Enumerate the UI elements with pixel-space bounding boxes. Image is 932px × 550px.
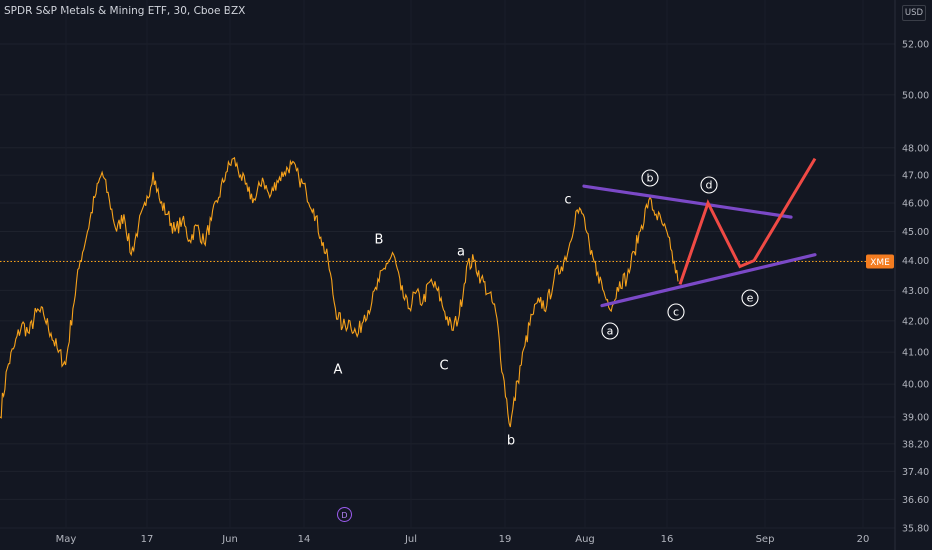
circled-label-text: e — [747, 292, 754, 305]
y-tick-label: 46.00 — [902, 198, 929, 209]
y-tick-label: 43.00 — [902, 286, 929, 297]
y-tick-label: 42.00 — [902, 316, 929, 327]
label-circle — [741, 289, 759, 307]
y-tick-label: 50.00 — [902, 90, 929, 101]
circled-label-text: d — [706, 179, 713, 192]
chart-title: SPDR S&P Metals & Mining ETF, 30, Cboe B… — [4, 5, 246, 17]
wave-label: a — [457, 245, 465, 260]
circled-wave-label: a — [601, 322, 619, 340]
label-circle — [667, 303, 685, 321]
wave-label: c — [564, 193, 571, 208]
price-axis[interactable]: 52.00 50.00 48.00 47.00 46.00 45.00 44.00 43.00… — [902, 40, 929, 535]
circled-wave-label: d — [700, 176, 718, 194]
y-tick-label: 37.40 — [902, 467, 929, 478]
x-tick-label: 19 — [499, 534, 512, 545]
y-tick-label: 35.80 — [902, 524, 929, 535]
y-tick-label: 47.00 — [902, 171, 929, 182]
circled-label-text: a — [607, 325, 614, 338]
label-circle — [641, 169, 659, 187]
x-tick-label: Jun — [221, 534, 238, 545]
trendline-upper — [582, 184, 793, 219]
triangle-trendlines — [582, 184, 817, 308]
circled-wave-label: c — [667, 303, 685, 321]
y-tick-label: 39.00 — [902, 413, 929, 424]
label-circle — [601, 322, 619, 340]
y-tick-label: 36.60 — [902, 495, 929, 506]
x-tick-label: Jul — [404, 534, 417, 545]
x-tick-label: 20 — [857, 534, 870, 545]
trendline-lower — [600, 253, 817, 308]
y-tick-label: 41.00 — [902, 348, 929, 359]
x-tick-label: Sep — [756, 534, 775, 545]
circled-label-text: c — [673, 306, 679, 319]
circled-wave-label: b — [641, 169, 659, 187]
dividend-event-marker[interactable]: D — [337, 507, 352, 522]
x-tick-label: 17 — [141, 534, 154, 545]
y-tick-label: 38.20 — [902, 439, 929, 450]
time-axis[interactable]: May 17 Jun 14 Jul 19 Aug 16 Sep 20 — [56, 534, 870, 545]
wave-label: b — [507, 434, 515, 449]
wave-labels: A B Ca b c a b c d e — [334, 169, 759, 449]
price-series-line — [0, 156, 679, 428]
y-tick-label: 45.00 — [902, 227, 929, 238]
current-price-tag: XME — [866, 254, 894, 269]
currency-badge[interactable]: USD — [902, 5, 926, 21]
symbol-tag: XME — [870, 258, 890, 268]
label-circle — [700, 176, 718, 194]
wave-label: A — [334, 363, 343, 378]
wave-label: C — [439, 359, 448, 374]
price-tag-background — [866, 254, 894, 269]
x-tick-label: Aug — [575, 534, 595, 545]
y-tick-label: 44.00 — [902, 256, 929, 267]
y-tick-label: 40.00 — [902, 380, 929, 391]
circled-wave-label: e — [741, 289, 759, 307]
wave-label: B — [375, 233, 384, 248]
x-tick-label: May — [56, 534, 77, 545]
grid — [0, 0, 896, 550]
y-tick-label: 52.00 — [902, 40, 929, 51]
x-tick-label: 16 — [661, 534, 674, 545]
circled-label-text: b — [647, 172, 654, 185]
x-tick-label: 14 — [298, 534, 311, 545]
y-tick-label: 48.00 — [902, 143, 929, 154]
projection-path — [678, 157, 817, 285]
